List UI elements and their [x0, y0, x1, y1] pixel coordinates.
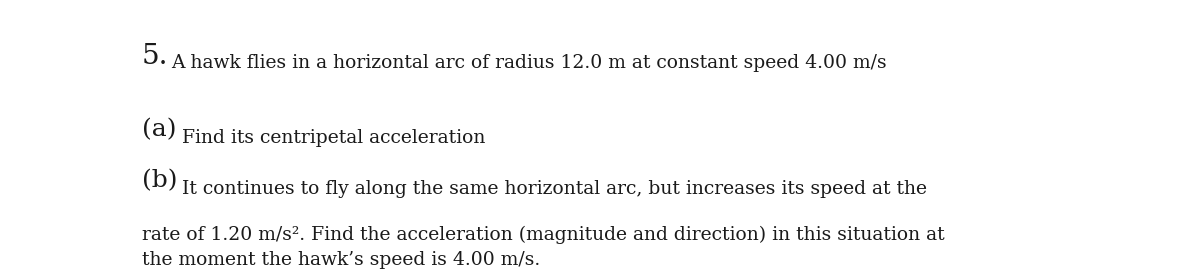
Text: the moment the hawk’s speed is 4.00 m/s.: the moment the hawk’s speed is 4.00 m/s. — [142, 251, 540, 269]
Text: rate of 1.20 m/s². Find the acceleration (magnitude and direction) in this situa: rate of 1.20 m/s². Find the acceleration… — [142, 226, 944, 244]
Text: (b): (b) — [142, 169, 178, 193]
Text: 5.: 5. — [142, 43, 168, 70]
Text: Find its centripetal acceleration: Find its centripetal acceleration — [182, 129, 486, 147]
Text: (a): (a) — [142, 118, 176, 141]
Text: A hawk flies in a horizontal arc of radius 12.0 m at constant speed 4.00 m/s: A hawk flies in a horizontal arc of radi… — [172, 54, 887, 72]
Text: It continues to fly along the same horizontal arc, but increases its speed at th: It continues to fly along the same horiz… — [182, 180, 928, 198]
